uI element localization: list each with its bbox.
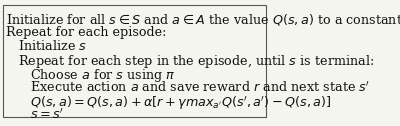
- Text: Initialize $s$: Initialize $s$: [18, 39, 87, 53]
- Text: Execute action $a$ and save reward $r$ and next state $s'$: Execute action $a$ and save reward $r$ a…: [30, 81, 370, 95]
- Text: $s = s'$: $s = s'$: [30, 108, 64, 122]
- Text: Repeat for each episode:: Repeat for each episode:: [6, 26, 167, 39]
- Text: Initialize for all $s \in S$ and $a \in A$ the value $Q(s, a)$ to a constant val: Initialize for all $s \in S$ and $a \in …: [6, 12, 400, 27]
- Text: Choose $a$ for $s$ using $\pi$: Choose $a$ for $s$ using $\pi$: [30, 67, 176, 84]
- Text: Repeat for each step in the episode, until $s$ is terminal:: Repeat for each step in the episode, unt…: [18, 53, 374, 70]
- Text: $Q(s, a) = Q(s, a) + \alpha[r + \gamma max_{a'}Q(s', a') - Q(s, a)]$: $Q(s, a) = Q(s, a) + \alpha[r + \gamma m…: [30, 94, 332, 112]
- FancyBboxPatch shape: [3, 5, 266, 117]
